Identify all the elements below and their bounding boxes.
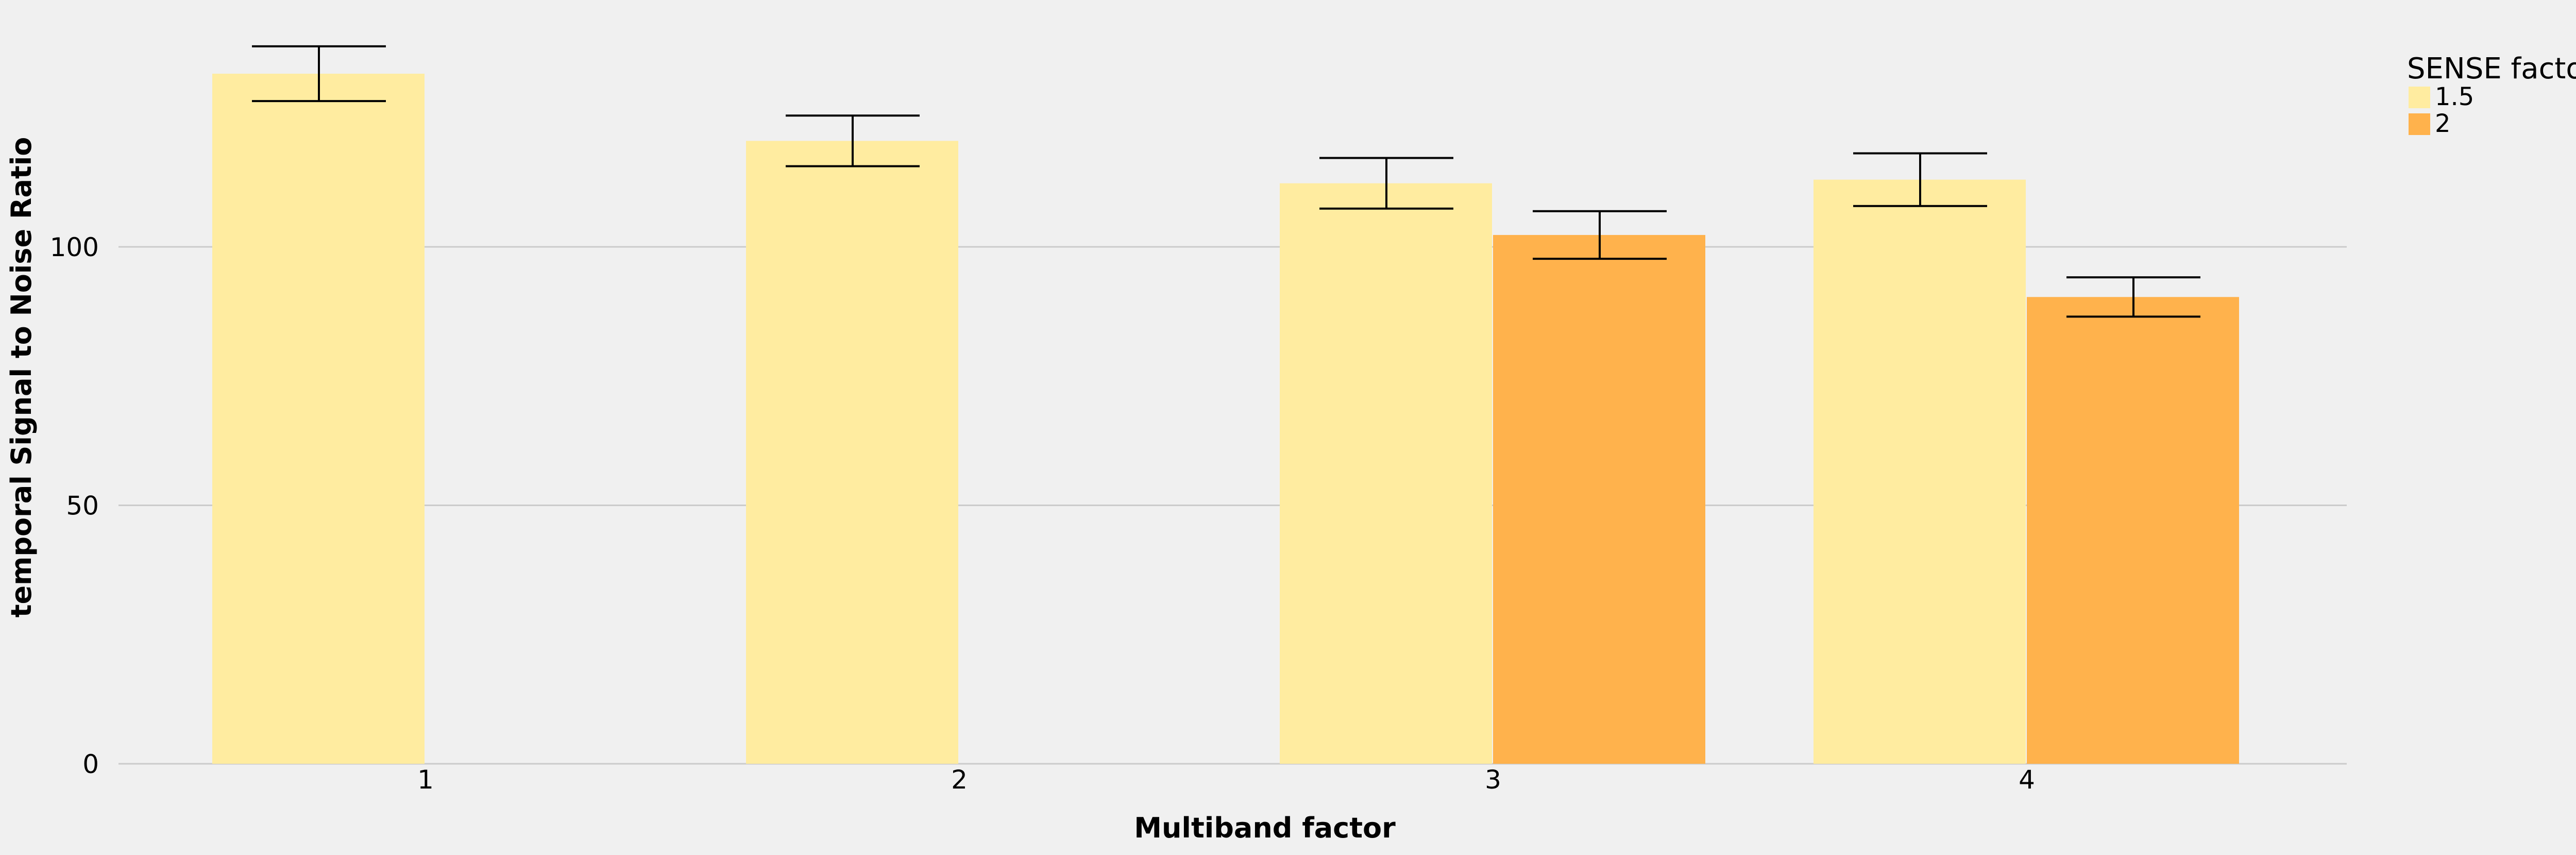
x-tick-label: 1 (417, 765, 434, 795)
y-tick-label: 0 (82, 749, 99, 779)
x-axis-title: Multiband factor (1134, 812, 1396, 844)
legend: SENSE factor 1.52 (2407, 52, 2576, 138)
x-axis-ticks: 1 2 3 4 (417, 765, 2035, 795)
legend-title: SENSE factor (2407, 52, 2576, 86)
legend-label: 2 (2435, 109, 2451, 138)
x-tick-label: 3 (1485, 765, 1501, 795)
bar (1493, 234, 1705, 764)
bar (212, 73, 425, 764)
bar (1814, 179, 2026, 764)
legend-label: 1.5 (2435, 82, 2474, 111)
x-tick-label: 4 (2019, 765, 2035, 795)
y-axis-title: temporal Signal to Noise Ratio (5, 137, 38, 618)
y-tick-label: 50 (66, 491, 99, 521)
legend-swatch (2409, 87, 2430, 108)
bar (1280, 183, 1492, 764)
bar (746, 141, 958, 764)
legend-swatch (2409, 113, 2430, 135)
x-tick-label: 2 (951, 765, 968, 795)
y-tick-label: 100 (50, 232, 99, 262)
error-bars (252, 45, 2200, 318)
bars (212, 73, 2239, 764)
bar (2027, 297, 2239, 764)
y-axis-ticks: 0 50 100 (50, 232, 99, 779)
